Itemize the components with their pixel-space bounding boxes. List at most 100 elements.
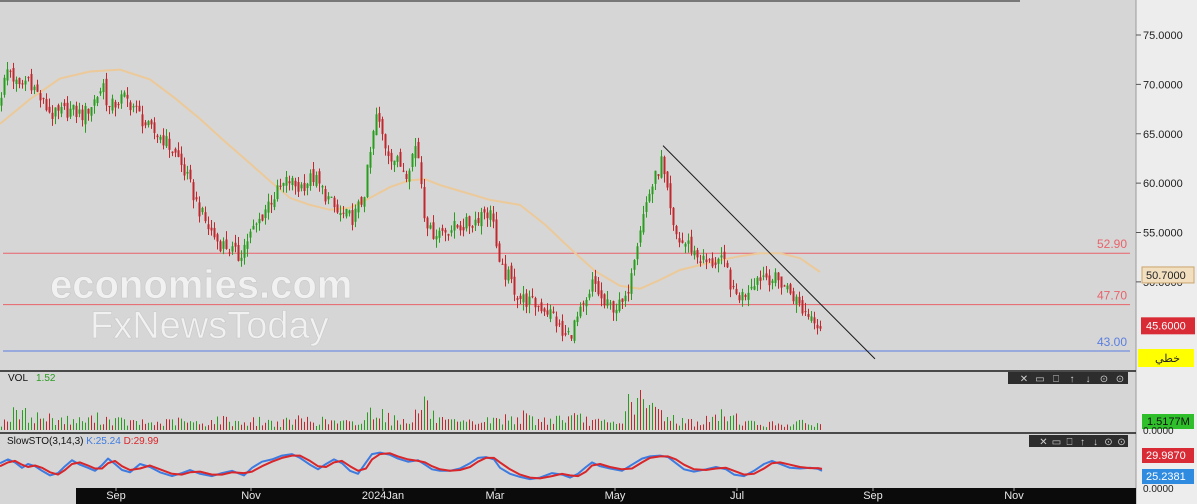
candle-body bbox=[516, 298, 519, 300]
candle-body bbox=[375, 114, 378, 136]
info-icon[interactable]: ⊙ bbox=[1116, 374, 1124, 385]
candle-body bbox=[585, 299, 588, 307]
candle-body bbox=[291, 177, 294, 186]
close-icon[interactable]: ✕ bbox=[1020, 374, 1028, 385]
candle-body bbox=[678, 238, 681, 243]
candle-body bbox=[210, 227, 213, 231]
candle-body bbox=[414, 146, 417, 159]
stochastic-k-label: K:25.24 bbox=[86, 436, 123, 447]
info-icon[interactable]: ⊙ bbox=[1117, 437, 1125, 448]
maximize-icon[interactable]: ⎕ bbox=[1067, 437, 1073, 448]
candle-body bbox=[75, 105, 78, 117]
move-up-icon[interactable]: ↑ bbox=[1080, 437, 1085, 448]
candle-body bbox=[33, 86, 36, 91]
candle-body bbox=[552, 311, 555, 313]
candle-body bbox=[39, 93, 42, 101]
candle-body bbox=[492, 213, 495, 222]
candle-body bbox=[420, 162, 423, 185]
candle-body bbox=[135, 105, 138, 107]
candle-body bbox=[807, 314, 810, 317]
candle-body bbox=[741, 292, 744, 301]
stochastic-d-text: 29.9870 bbox=[1146, 450, 1186, 462]
candle-body bbox=[30, 73, 33, 91]
line-tag-badge[interactable] bbox=[1138, 349, 1194, 367]
ma-value-text: 50.7000 bbox=[1146, 270, 1186, 282]
close-icon[interactable]: ✕ bbox=[1039, 437, 1047, 448]
candle-body bbox=[429, 225, 432, 229]
trend-line[interactable] bbox=[662, 145, 876, 360]
candle-body bbox=[438, 230, 441, 238]
candle-body bbox=[150, 120, 153, 125]
candle-body bbox=[663, 156, 666, 175]
candle-body bbox=[816, 324, 819, 329]
candle-body bbox=[636, 246, 639, 260]
candle-body bbox=[300, 184, 303, 189]
candle-body bbox=[360, 197, 363, 205]
candle-body bbox=[381, 119, 384, 135]
candle-body bbox=[744, 295, 747, 297]
candle-body bbox=[498, 243, 501, 262]
candle-body bbox=[447, 234, 450, 236]
candle-body bbox=[114, 101, 117, 108]
candle-body bbox=[99, 91, 102, 94]
candle-body bbox=[363, 197, 366, 207]
candle-body bbox=[234, 242, 237, 247]
candle-body bbox=[201, 208, 204, 213]
candle-body bbox=[339, 213, 342, 215]
settings-icon[interactable]: ⊙ bbox=[1100, 374, 1108, 385]
candle-body bbox=[327, 196, 330, 200]
settings-icon[interactable]: ⊙ bbox=[1104, 437, 1112, 448]
candle-body bbox=[630, 273, 633, 294]
candle-body bbox=[351, 210, 354, 225]
time-tick-1: Nov bbox=[241, 490, 261, 502]
candle-body bbox=[405, 173, 408, 179]
candle-body bbox=[357, 201, 360, 213]
candle-body bbox=[117, 104, 120, 106]
candle-body bbox=[648, 193, 651, 202]
stochastic-panel-toolbar: ✕ ▭ ⎕ ↑ ↓ ⊙ ⊙ bbox=[1029, 435, 1128, 448]
candle-body bbox=[81, 109, 84, 121]
move-down-icon[interactable]: ↓ bbox=[1093, 437, 1098, 448]
candle-body bbox=[408, 170, 411, 182]
candle-body bbox=[18, 77, 21, 85]
candle-body bbox=[522, 294, 525, 303]
candle-body bbox=[510, 265, 513, 280]
candle-body bbox=[222, 241, 225, 249]
minimize-icon[interactable]: ▭ bbox=[1052, 437, 1061, 448]
candle-body bbox=[729, 269, 732, 290]
candle-body bbox=[21, 83, 24, 85]
stochastic-d-badge bbox=[1142, 448, 1194, 463]
volume-badge-text: 1.5177M bbox=[1147, 416, 1190, 428]
candle-body bbox=[561, 320, 564, 336]
candle-body bbox=[735, 288, 738, 294]
time-tick-2: 2024Jan bbox=[362, 490, 404, 502]
move-down-icon[interactable]: ↓ bbox=[1086, 374, 1091, 385]
candle-body bbox=[87, 108, 90, 114]
candle-body bbox=[672, 207, 675, 226]
candle-body bbox=[474, 219, 477, 226]
last-price-text: 45.6000 bbox=[1146, 320, 1186, 332]
candle-body bbox=[639, 230, 642, 243]
candle-body bbox=[750, 286, 753, 289]
time-tick-4: May bbox=[605, 490, 626, 502]
maximize-icon[interactable]: ⎕ bbox=[1053, 374, 1059, 385]
candle-body bbox=[213, 227, 216, 238]
last-price-badge bbox=[1141, 317, 1195, 335]
candle-body bbox=[24, 80, 27, 85]
candle-body bbox=[471, 226, 474, 228]
candle-body bbox=[180, 153, 183, 166]
candle-body bbox=[813, 317, 816, 324]
candle-body bbox=[144, 122, 147, 126]
move-up-icon[interactable]: ↑ bbox=[1070, 374, 1075, 385]
candle-body bbox=[396, 156, 399, 162]
candle-body bbox=[795, 296, 798, 305]
candle-body bbox=[726, 262, 729, 268]
candle-body bbox=[48, 106, 51, 113]
candle-body bbox=[771, 280, 774, 283]
candle-body bbox=[165, 136, 168, 147]
minimize-icon[interactable]: ▭ bbox=[1035, 374, 1044, 385]
candle-body bbox=[768, 275, 771, 286]
candle-body bbox=[27, 77, 30, 79]
